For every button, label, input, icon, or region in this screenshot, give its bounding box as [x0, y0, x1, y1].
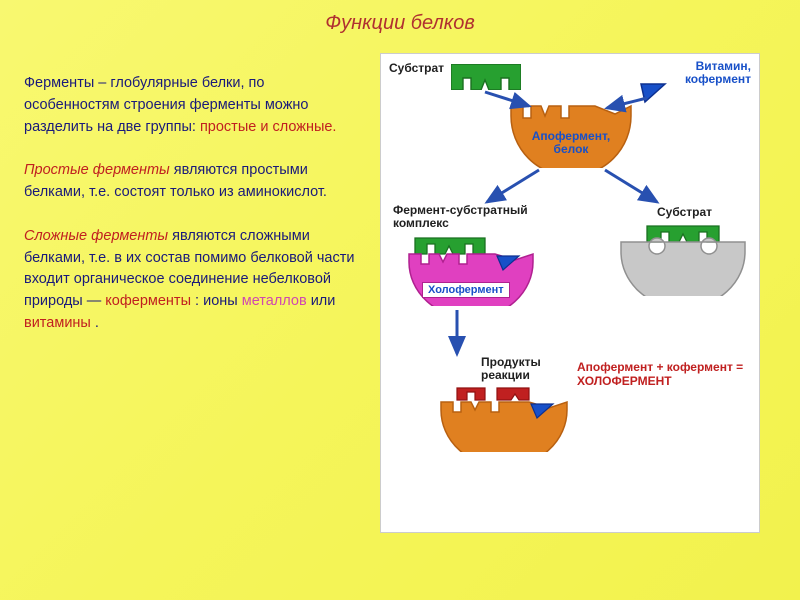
p3-coenzyme: коферменты: [105, 293, 191, 309]
paragraph-3: Сложные ферменты являются сложными белка…: [24, 226, 364, 335]
arrow-apo-substrate2: [599, 166, 669, 208]
label-complex: Фермент-субстратный комплекс: [393, 204, 553, 230]
page-title: Функции белков: [0, 0, 800, 35]
diagram-panel: Субстрат Витамин, кофермент Апофермент, …: [380, 53, 760, 533]
products-shape: [439, 386, 569, 452]
text-column: Ферменты – глобулярные белки, по особенн…: [24, 45, 364, 533]
p3-text-4: .: [95, 315, 99, 331]
paragraph-2: Простые ферменты являются простыми белка…: [24, 160, 364, 204]
arrow-holo-products: [447, 308, 467, 362]
p3-text-3: или: [311, 293, 336, 309]
arrow-sub1-apo: [481, 88, 541, 112]
label-apoenzyme: Апофермент, белок: [527, 130, 615, 156]
label-products: Продукты реакции: [481, 356, 553, 382]
p3-metal: металлов: [242, 293, 307, 309]
label-substrate-2: Субстрат: [657, 206, 712, 219]
p3-highlight-1: Сложные ферменты: [24, 228, 168, 244]
p1-highlight: простые и сложные.: [200, 119, 337, 135]
arrow-apo-complex: [477, 166, 547, 208]
gray-enzyme-shape: [619, 224, 747, 296]
p3-text-2: : ионы: [195, 293, 242, 309]
content-container: Ферменты – глобулярные белки, по особенн…: [0, 35, 800, 533]
p2-highlight: Простые ферменты: [24, 162, 170, 178]
substrate-1-shape: [451, 64, 521, 90]
label-holoenzyme: Холофермент: [422, 282, 510, 298]
label-vitamin: Витамин, кофермент: [669, 60, 751, 86]
p3-vitamin: витамины: [24, 315, 91, 331]
equation-text: Апофермент + кофермент = ХОЛОФЕРМЕНТ: [577, 360, 753, 389]
arrow-vit-apo: [599, 94, 653, 114]
label-substrate-1: Субстрат: [389, 62, 444, 75]
paragraph-1: Ферменты – глобулярные белки, по особенн…: [24, 73, 364, 138]
